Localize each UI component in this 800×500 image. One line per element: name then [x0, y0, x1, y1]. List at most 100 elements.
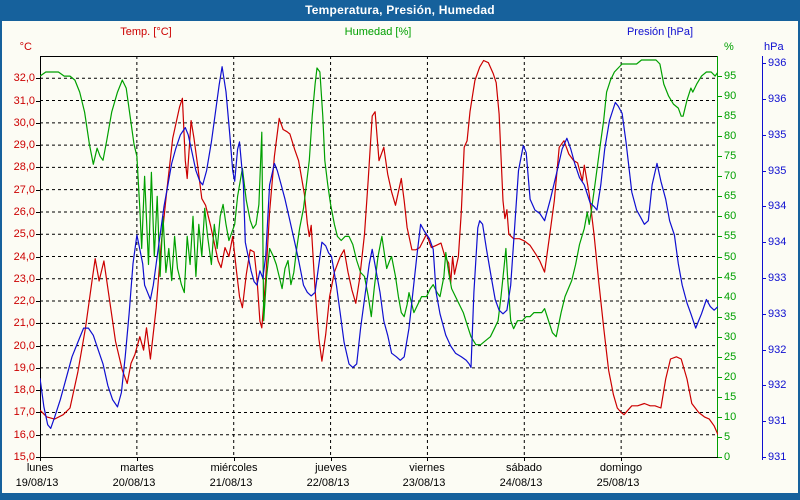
day-tick-mark	[40, 457, 41, 461]
temp-tick-label: 28,0	[13, 161, 35, 173]
hum-tick-label: 75	[724, 150, 737, 162]
temp-tick-mark	[36, 279, 40, 280]
day-name: lunes	[26, 462, 54, 474]
hum-tick-label: 90	[724, 90, 737, 102]
temp-tick-mark	[36, 101, 40, 102]
hum-tick-mark	[718, 236, 722, 237]
hum-tick-mark	[718, 257, 722, 258]
day-tick-mark	[234, 457, 235, 461]
pres-tick-mark	[762, 278, 766, 279]
pres-tick-mark	[762, 314, 766, 315]
hum-tick-label: 30	[724, 331, 737, 343]
hum-tick-label: 85	[724, 110, 737, 122]
window-title: Temperatura, Presión, Humedad	[305, 3, 495, 17]
temp-tick-label: 25,0	[13, 228, 35, 240]
day-tick-mark	[137, 457, 138, 461]
pres-tick-mark	[762, 242, 766, 243]
pres-tick-label: 933	[768, 308, 787, 320]
day-tick-mark	[331, 457, 332, 461]
pres-tick-label: 932	[768, 344, 787, 356]
hum-tick-mark	[718, 156, 722, 157]
temp-tick-label: 18,0	[13, 384, 35, 396]
hum-tick-label: 0	[724, 451, 731, 463]
hum-tick-mark	[718, 96, 722, 97]
day-date: 22/08/13	[306, 477, 350, 489]
day-date: 19/08/13	[15, 477, 59, 489]
hum-tick-mark	[718, 437, 722, 438]
pres-tick-mark	[762, 421, 766, 422]
hum-tick-label: 65	[724, 190, 737, 202]
pres-tick-label: 936	[768, 93, 787, 105]
legend-hum: Humedad [%]	[344, 26, 412, 38]
temp-tick-mark	[36, 412, 40, 413]
pres-tick-mark	[762, 135, 766, 136]
day-date: 24/08/13	[499, 477, 543, 489]
hum-tick-mark	[718, 196, 722, 197]
temp-tick-mark	[36, 323, 40, 324]
day-tick-mark	[427, 457, 428, 461]
temp-tick-label: 31,0	[13, 95, 35, 107]
window-border-bottom	[0, 493, 800, 500]
temp-tick-label: 20,0	[13, 340, 35, 352]
temp-tick-label: 29,0	[13, 139, 35, 151]
pres-tick-mark	[762, 171, 766, 172]
hum-tick-label: 55	[724, 230, 737, 242]
pressure-axis-line	[762, 56, 763, 460]
hum-tick-label: 5	[724, 431, 731, 443]
hum-axis-header: %	[724, 41, 734, 53]
hum-tick-label: 95	[724, 70, 737, 82]
temp-tick-label: 30,0	[13, 117, 35, 129]
temp-tick-mark	[36, 390, 40, 391]
hum-tick-mark	[718, 297, 722, 298]
pres-tick-label: 931	[768, 415, 787, 427]
temp-tick-mark	[36, 123, 40, 124]
pres-tick-label: 932	[768, 379, 787, 391]
temp-tick-label: 27,0	[13, 184, 35, 196]
temp-tick-mark	[36, 190, 40, 191]
hum-tick-label: 10	[724, 411, 737, 423]
pres-tick-mark	[762, 457, 766, 458]
day-name: domingo	[599, 462, 643, 474]
temp-tick-mark	[36, 301, 40, 302]
hum-tick-mark	[718, 277, 722, 278]
hum-tick-mark	[718, 457, 722, 458]
temp-tick-mark	[36, 257, 40, 258]
pres-tick-label: 935	[768, 165, 787, 177]
hum-tick-mark	[718, 216, 722, 217]
hum-tick-mark	[718, 176, 722, 177]
temp-tick-mark	[36, 145, 40, 146]
temp-tick-mark	[36, 167, 40, 168]
legend-pres: Presión [hPa]	[626, 26, 694, 38]
day-date: 20/08/13	[112, 477, 156, 489]
hum-tick-mark	[718, 337, 722, 338]
temp-tick-mark	[36, 457, 40, 458]
hum-tick-mark	[718, 377, 722, 378]
day-name: viernes	[409, 462, 445, 474]
day-name: sábado	[505, 462, 543, 474]
pres-tick-mark	[762, 385, 766, 386]
day-name: martes	[120, 462, 154, 474]
day-name: jueves	[315, 462, 347, 474]
pres-tick-mark	[762, 99, 766, 100]
temp-tick-mark	[36, 346, 40, 347]
pres-tick-label: 934	[768, 236, 787, 248]
temp-tick-label: 21,0	[13, 317, 35, 329]
hum-tick-label: 70	[724, 170, 737, 182]
temp-tick-mark	[36, 435, 40, 436]
temp-tick-label: 15,0	[13, 451, 35, 463]
title-bar: Temperatura, Presión, Humedad	[0, 0, 800, 21]
pres-tick-label: 931	[768, 451, 787, 463]
pres-axis-header: hPa	[764, 41, 784, 53]
hum-tick-mark	[718, 417, 722, 418]
hum-tick-label: 15	[724, 391, 737, 403]
hum-tick-mark	[718, 357, 722, 358]
hum-tick-mark	[718, 76, 722, 77]
series-temp	[40, 59, 718, 435]
day-name: miércoles	[210, 462, 258, 474]
pres-tick-label: 935	[768, 129, 787, 141]
temp-tick-label: 26,0	[13, 206, 35, 218]
hum-tick-label: 50	[724, 251, 737, 263]
temp-tick-mark	[36, 368, 40, 369]
pres-tick-mark	[762, 206, 766, 207]
